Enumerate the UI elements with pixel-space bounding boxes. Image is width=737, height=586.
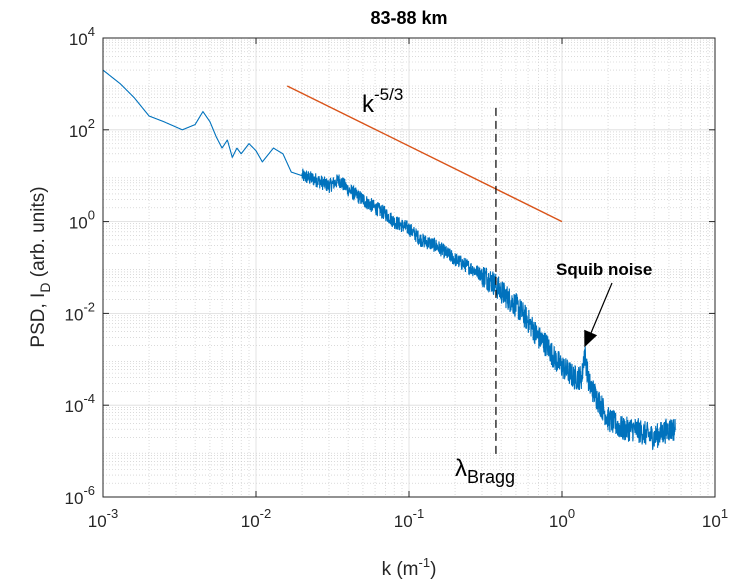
y-axis-label-end: (arb. units) [28,186,49,282]
x-tick-label-exp: -2 [260,506,272,521]
y-tick-label-exp: 0 [88,208,95,223]
y-tick-label: 100 [69,208,95,233]
y-tick-label: 10-4 [65,391,95,416]
x-tick-label-base: 10 [549,512,568,531]
x-tick-label: 100 [549,506,575,531]
psd-series-line [103,69,676,451]
x-tick-label: 10-2 [241,506,271,531]
x-axis-label-end: ) [430,559,436,580]
series-layer [103,69,676,459]
y-tick-label-exp: 4 [88,24,95,39]
y-tick-label-base: 10 [65,489,84,508]
squib-noise-label: Squib noise [556,260,652,279]
y-tick-label-exp: -2 [83,299,95,314]
bragg-subscript: Bragg [467,467,515,487]
squib-arrow [584,282,613,348]
bragg-annotation: λBragg [455,455,515,487]
squib-arrow-shaft [587,282,613,340]
y-tick-label-base: 10 [69,214,88,233]
y-tick-label-exp: -6 [83,483,95,498]
slope-annotation-base: k [362,91,375,118]
axes [102,37,716,498]
y-tick-label-base: 10 [65,305,84,324]
x-tick-label-base: 10 [702,512,721,531]
x-tick-label-base: 10 [394,512,413,531]
x-tick-label: 101 [702,506,728,531]
x-axis-label: k (m-1) [382,555,437,580]
y-tick-label: 10-6 [65,483,95,508]
x-tick-label-exp: -3 [107,506,119,521]
y-axis-label: PSD, ID (arb. units) [28,186,53,347]
chart-title: 83-88 km [370,8,447,28]
slope-annotation-exp: -5/3 [374,85,403,104]
y-tick-label: 10-2 [65,299,95,324]
x-tick-label-exp: -1 [413,506,425,521]
y-axis-label-main: PSD, I [28,293,49,348]
bragg-symbol: λ [455,455,467,482]
y-tick-label: 102 [69,116,95,141]
squib-arrow-head [584,329,598,348]
y-tick-label-base: 10 [65,397,84,416]
slope-annotation: k-5/3 [362,85,403,118]
x-tick-label: 10-3 [88,506,118,531]
y-axis-label-sub: D [37,283,53,293]
x-axis-label-sup: -1 [419,555,431,570]
y-tick-label: 104 [69,24,95,49]
x-tick-label-base: 10 [88,512,107,531]
x-tick-label-exp: 1 [721,506,728,521]
y-tick-label-exp: 2 [88,116,95,131]
y-tick-label-base: 10 [69,30,88,49]
y-tick-label-exp: -4 [83,391,95,406]
slope-reference-line [286,85,563,223]
y-tick-label-base: 10 [69,122,88,141]
x-axis-label-main: k (m [382,559,419,580]
x-tick-label-base: 10 [241,512,260,531]
x-tick-label: 10-1 [394,506,424,531]
x-tick-label-exp: 0 [568,506,575,521]
